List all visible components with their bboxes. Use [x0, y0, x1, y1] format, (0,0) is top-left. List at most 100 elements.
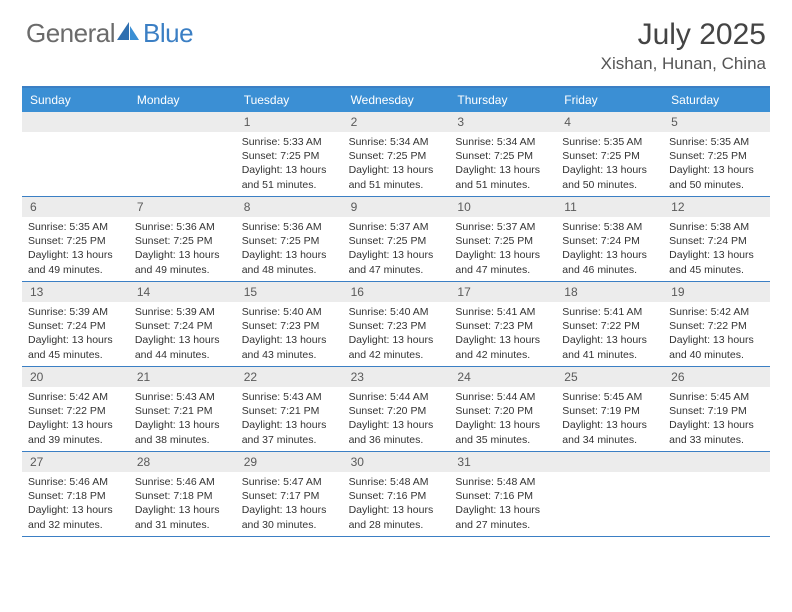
day-number: 17 [449, 282, 556, 302]
day-details: Sunrise: 5:48 AMSunset: 7:16 PMDaylight:… [449, 472, 556, 536]
day-cell: 26Sunrise: 5:45 AMSunset: 7:19 PMDayligh… [663, 367, 770, 451]
day-number: 4 [556, 112, 663, 132]
day-number: 29 [236, 452, 343, 472]
day-details: Sunrise: 5:43 AMSunset: 7:21 PMDaylight:… [129, 387, 236, 451]
day-details: Sunrise: 5:35 AMSunset: 7:25 PMDaylight:… [663, 132, 770, 196]
day-details: Sunrise: 5:43 AMSunset: 7:21 PMDaylight:… [236, 387, 343, 451]
day-cell: 20Sunrise: 5:42 AMSunset: 7:22 PMDayligh… [22, 367, 129, 451]
title-block: July 2025 Xishan, Hunan, China [601, 18, 766, 74]
day-header: Thursday [449, 88, 556, 112]
day-number: 10 [449, 197, 556, 217]
day-number: 25 [556, 367, 663, 387]
logo-text-general: General [26, 18, 115, 49]
day-cell [556, 452, 663, 536]
day-details: Sunrise: 5:38 AMSunset: 7:24 PMDaylight:… [556, 217, 663, 281]
day-cell: 16Sunrise: 5:40 AMSunset: 7:23 PMDayligh… [343, 282, 450, 366]
day-number: 27 [22, 452, 129, 472]
day-cell: 24Sunrise: 5:44 AMSunset: 7:20 PMDayligh… [449, 367, 556, 451]
day-number [663, 452, 770, 472]
day-header: Monday [129, 88, 236, 112]
day-number: 22 [236, 367, 343, 387]
day-number: 12 [663, 197, 770, 217]
day-number: 3 [449, 112, 556, 132]
day-cell: 4Sunrise: 5:35 AMSunset: 7:25 PMDaylight… [556, 112, 663, 196]
day-number [22, 112, 129, 132]
day-cell [663, 452, 770, 536]
day-number: 2 [343, 112, 450, 132]
day-cell: 29Sunrise: 5:47 AMSunset: 7:17 PMDayligh… [236, 452, 343, 536]
day-details: Sunrise: 5:36 AMSunset: 7:25 PMDaylight:… [236, 217, 343, 281]
day-cell: 25Sunrise: 5:45 AMSunset: 7:19 PMDayligh… [556, 367, 663, 451]
day-cell [22, 112, 129, 196]
day-number: 8 [236, 197, 343, 217]
logo-sail-icon [115, 20, 141, 47]
day-cell: 31Sunrise: 5:48 AMSunset: 7:16 PMDayligh… [449, 452, 556, 536]
day-cell: 27Sunrise: 5:46 AMSunset: 7:18 PMDayligh… [22, 452, 129, 536]
day-number: 28 [129, 452, 236, 472]
day-number: 30 [343, 452, 450, 472]
day-header: Friday [556, 88, 663, 112]
logo: General Blue [26, 18, 193, 49]
day-number [556, 452, 663, 472]
day-number: 31 [449, 452, 556, 472]
day-details: Sunrise: 5:48 AMSunset: 7:16 PMDaylight:… [343, 472, 450, 536]
day-number: 6 [22, 197, 129, 217]
day-details: Sunrise: 5:40 AMSunset: 7:23 PMDaylight:… [236, 302, 343, 366]
logo-text-blue: Blue [143, 18, 193, 49]
day-cell: 28Sunrise: 5:46 AMSunset: 7:18 PMDayligh… [129, 452, 236, 536]
day-cell: 21Sunrise: 5:43 AMSunset: 7:21 PMDayligh… [129, 367, 236, 451]
day-details: Sunrise: 5:46 AMSunset: 7:18 PMDaylight:… [22, 472, 129, 536]
day-cell: 18Sunrise: 5:41 AMSunset: 7:22 PMDayligh… [556, 282, 663, 366]
day-header: Sunday [22, 88, 129, 112]
day-cell: 22Sunrise: 5:43 AMSunset: 7:21 PMDayligh… [236, 367, 343, 451]
day-cell: 6Sunrise: 5:35 AMSunset: 7:25 PMDaylight… [22, 197, 129, 281]
day-details: Sunrise: 5:41 AMSunset: 7:23 PMDaylight:… [449, 302, 556, 366]
day-number: 26 [663, 367, 770, 387]
day-cell: 14Sunrise: 5:39 AMSunset: 7:24 PMDayligh… [129, 282, 236, 366]
day-cell: 17Sunrise: 5:41 AMSunset: 7:23 PMDayligh… [449, 282, 556, 366]
day-number: 16 [343, 282, 450, 302]
day-details: Sunrise: 5:33 AMSunset: 7:25 PMDaylight:… [236, 132, 343, 196]
day-details: Sunrise: 5:36 AMSunset: 7:25 PMDaylight:… [129, 217, 236, 281]
day-cell [129, 112, 236, 196]
day-header: Saturday [663, 88, 770, 112]
page-title: July 2025 [601, 18, 766, 52]
day-details: Sunrise: 5:42 AMSunset: 7:22 PMDaylight:… [663, 302, 770, 366]
day-details: Sunrise: 5:44 AMSunset: 7:20 PMDaylight:… [343, 387, 450, 451]
day-number: 23 [343, 367, 450, 387]
day-number: 5 [663, 112, 770, 132]
day-details: Sunrise: 5:45 AMSunset: 7:19 PMDaylight:… [663, 387, 770, 451]
day-number [129, 112, 236, 132]
day-number: 11 [556, 197, 663, 217]
day-number: 20 [22, 367, 129, 387]
day-details: Sunrise: 5:37 AMSunset: 7:25 PMDaylight:… [343, 217, 450, 281]
day-number: 7 [129, 197, 236, 217]
day-cell: 7Sunrise: 5:36 AMSunset: 7:25 PMDaylight… [129, 197, 236, 281]
day-cell: 1Sunrise: 5:33 AMSunset: 7:25 PMDaylight… [236, 112, 343, 196]
day-cell: 12Sunrise: 5:38 AMSunset: 7:24 PMDayligh… [663, 197, 770, 281]
day-header-row: SundayMondayTuesdayWednesdayThursdayFrid… [22, 88, 770, 112]
week-row: 6Sunrise: 5:35 AMSunset: 7:25 PMDaylight… [22, 197, 770, 282]
day-cell: 11Sunrise: 5:38 AMSunset: 7:24 PMDayligh… [556, 197, 663, 281]
day-number: 14 [129, 282, 236, 302]
day-cell: 15Sunrise: 5:40 AMSunset: 7:23 PMDayligh… [236, 282, 343, 366]
day-cell: 3Sunrise: 5:34 AMSunset: 7:25 PMDaylight… [449, 112, 556, 196]
day-number: 24 [449, 367, 556, 387]
day-cell: 30Sunrise: 5:48 AMSunset: 7:16 PMDayligh… [343, 452, 450, 536]
week-row: 13Sunrise: 5:39 AMSunset: 7:24 PMDayligh… [22, 282, 770, 367]
day-details: Sunrise: 5:35 AMSunset: 7:25 PMDaylight:… [556, 132, 663, 196]
day-details: Sunrise: 5:45 AMSunset: 7:19 PMDaylight:… [556, 387, 663, 451]
week-row: 1Sunrise: 5:33 AMSunset: 7:25 PMDaylight… [22, 112, 770, 197]
day-cell: 5Sunrise: 5:35 AMSunset: 7:25 PMDaylight… [663, 112, 770, 196]
day-cell: 10Sunrise: 5:37 AMSunset: 7:25 PMDayligh… [449, 197, 556, 281]
day-details: Sunrise: 5:41 AMSunset: 7:22 PMDaylight:… [556, 302, 663, 366]
day-number: 18 [556, 282, 663, 302]
day-number: 1 [236, 112, 343, 132]
day-details: Sunrise: 5:35 AMSunset: 7:25 PMDaylight:… [22, 217, 129, 281]
calendar: SundayMondayTuesdayWednesdayThursdayFrid… [22, 86, 770, 537]
day-header: Wednesday [343, 88, 450, 112]
location-label: Xishan, Hunan, China [601, 54, 766, 74]
day-cell: 2Sunrise: 5:34 AMSunset: 7:25 PMDaylight… [343, 112, 450, 196]
day-number: 9 [343, 197, 450, 217]
day-cell: 23Sunrise: 5:44 AMSunset: 7:20 PMDayligh… [343, 367, 450, 451]
